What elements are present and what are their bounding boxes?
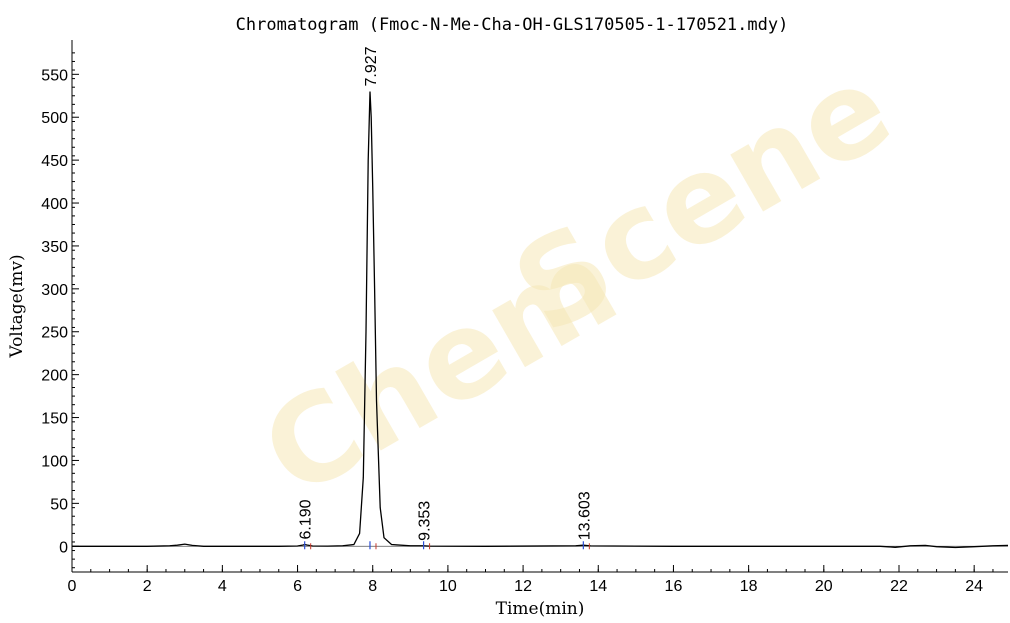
- y-tick-label: 550: [41, 67, 68, 84]
- x-tick-label: 4: [218, 578, 227, 595]
- axes: [71, 40, 1008, 573]
- chart-title: Chromatogram (Fmoc-N-Me-Cha-OH-GLS170505…: [236, 15, 789, 35]
- y-tick-label: 150: [41, 411, 68, 428]
- y-tick-label: 400: [41, 196, 68, 213]
- y-tick-label: 450: [41, 153, 68, 170]
- x-tick-label: 24: [965, 578, 983, 595]
- x-tick-label: 22: [890, 578, 908, 595]
- trace-layer: [72, 91, 1009, 549]
- peak-label: 6.190: [298, 499, 315, 539]
- y-axis-label: Voltage(mv): [7, 254, 27, 358]
- y-tick-label: 0: [59, 539, 68, 556]
- x-tick-label: 10: [439, 578, 457, 595]
- x-tick-label: 2: [143, 578, 152, 595]
- y-tick-label: 100: [41, 453, 68, 470]
- x-tick-label: 6: [293, 578, 302, 595]
- x-tick-label: 16: [665, 578, 683, 595]
- peak-labels: 6.190 7.927 9.353 13.603: [298, 46, 593, 550]
- peak-label: 7.927: [363, 46, 380, 86]
- y-tick-label: 350: [41, 239, 68, 256]
- peak-label: 9.353: [417, 501, 434, 541]
- x-tick-label: 12: [514, 578, 532, 595]
- x-axis-label: Time(min): [496, 599, 585, 619]
- x-tick-label: 14: [589, 578, 607, 595]
- y-tick-label: 200: [41, 368, 68, 385]
- ticks: 0 2 4 6 8 10 12 14 16 18 20 22 240501001502002503003…: [41, 52, 994, 595]
- peak-label: 13.603: [576, 491, 593, 540]
- x-tick-label: 18: [740, 578, 758, 595]
- y-tick-label: 50: [50, 496, 68, 513]
- y-tick-label: 500: [41, 110, 68, 127]
- x-tick-label: 20: [815, 578, 833, 595]
- x-tick-label: 0: [68, 578, 77, 595]
- x-tick-label: 8: [368, 578, 377, 595]
- chromatogram-trace: [72, 91, 1009, 549]
- y-tick-label: 250: [41, 325, 68, 342]
- y-tick-label: 300: [41, 282, 68, 299]
